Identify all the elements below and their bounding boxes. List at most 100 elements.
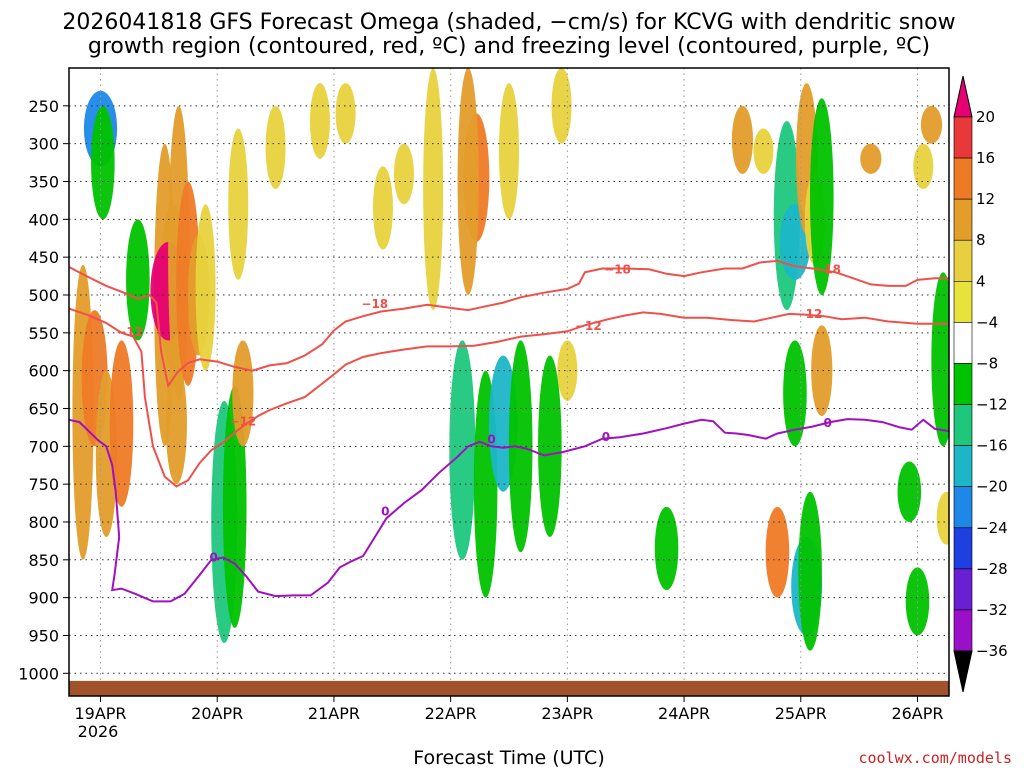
colorbar-label: −28 xyxy=(976,560,1008,578)
contour-label--12: −12 xyxy=(796,307,823,321)
colorbar-label: 20 xyxy=(976,108,995,126)
y-tick-label: 350 xyxy=(28,172,59,191)
y-axis-pressure: 250 300 350 400 450 500 550 600 650 700 750 800 850 9… xyxy=(18,97,69,683)
omega-cell xyxy=(499,83,519,220)
x-axis-title: Forecast Time (UTC) xyxy=(413,747,604,768)
contour-label--18: −18 xyxy=(814,262,841,276)
x-tick-label: 19APR xyxy=(74,704,126,723)
y-tick-label: 550 xyxy=(28,324,59,343)
colorbar-label: −4 xyxy=(976,313,998,331)
contour--12 xyxy=(69,307,949,488)
y-tick-label: 750 xyxy=(28,475,59,494)
colorbar-swatch xyxy=(953,116,973,159)
credit-text: coolwx.com/models xyxy=(858,749,1012,767)
colorbar-swatch xyxy=(953,239,973,282)
colorbar-label: −12 xyxy=(976,396,1008,414)
chart-title-line-2: growth region (contoured, red, ºC) and f… xyxy=(88,34,930,59)
colorbar-min-arrow xyxy=(953,650,973,693)
colorbar-swatch xyxy=(953,157,973,200)
omega-cell xyxy=(126,219,150,341)
colorbar-swatch xyxy=(953,281,973,323)
omega-cell xyxy=(91,105,115,220)
omega-cell xyxy=(228,128,249,280)
omega-cell xyxy=(423,68,444,311)
chart-title-line-1: 2026041818 GFS Forecast Omega (shaded, −… xyxy=(62,10,955,35)
x-tick-label: 25APR xyxy=(775,704,827,723)
x-tick-label: 24APR xyxy=(658,704,710,723)
omega-cell xyxy=(731,105,754,174)
x-tick-label: 23APR xyxy=(541,704,593,723)
colorbar-max-arrow xyxy=(953,75,973,118)
colorbar-label: 8 xyxy=(976,231,986,249)
omega-cell xyxy=(753,128,774,174)
x-tick-label: 21APR xyxy=(308,704,360,723)
ground-surface xyxy=(69,680,949,696)
omega-cell xyxy=(309,83,330,159)
colorbar-label: −36 xyxy=(976,642,1008,660)
omega-cell xyxy=(265,105,286,190)
colorbar-label: −24 xyxy=(976,519,1008,537)
y-tick-label: 950 xyxy=(28,626,59,645)
colorbar-swatch xyxy=(953,609,973,652)
omega-cell xyxy=(809,98,834,295)
omega-cell xyxy=(393,143,414,205)
y-tick-label: 300 xyxy=(28,135,59,154)
colorbar: 20 16 12 8 4 −4 −8 −12 −16 −20 −24 −28 −32 −36 xyxy=(953,75,1008,693)
omega-cell xyxy=(913,143,934,190)
colorbar-swatch xyxy=(953,486,973,529)
y-tick-label: 600 xyxy=(28,362,59,381)
contour-label-0: 0 xyxy=(210,551,218,565)
plot-area: −18 −18 −18 −12 −12 −12 −12 0 0 0 0 0 xyxy=(69,68,949,696)
contour-label--12: −12 xyxy=(230,414,257,428)
omega-cell xyxy=(109,340,134,507)
x-tick-label: 20APR xyxy=(191,704,243,723)
colorbar-swatch xyxy=(953,527,973,570)
omega-cell xyxy=(165,363,187,485)
x-tick-label: 26APR xyxy=(891,704,943,723)
contour--18 xyxy=(69,259,949,389)
omega-cell xyxy=(335,83,356,144)
y-tick-label: 850 xyxy=(28,551,59,570)
omega-cell xyxy=(897,461,922,522)
x-tick-label: 22APR xyxy=(425,704,477,723)
colorbar-swatch xyxy=(953,404,973,446)
y-tick-label: 1000 xyxy=(18,664,59,683)
omega-cell xyxy=(195,204,216,371)
omega-cell xyxy=(765,506,790,598)
contour-label-0: 0 xyxy=(381,504,389,518)
contour-label-0: 0 xyxy=(602,430,610,444)
omega-cell xyxy=(798,491,822,651)
contour-label-0: 0 xyxy=(823,416,831,430)
contour-label--12: −12 xyxy=(116,325,143,339)
colorbar-label: 12 xyxy=(976,190,995,208)
omega-cell xyxy=(920,105,943,144)
colorbar-label: −16 xyxy=(976,437,1008,455)
contour-label--18: −18 xyxy=(604,262,631,276)
y-tick-label: 650 xyxy=(28,399,59,418)
plot-frame xyxy=(68,67,950,697)
y-tick-label: 700 xyxy=(28,437,59,456)
x-axis-time: 19APR 20APR 21APR 22APR 23APR 24APR 25APR 26APR xyxy=(74,696,944,723)
y-tick-label: 900 xyxy=(28,589,59,608)
omega-cell xyxy=(232,340,254,447)
contour-label--18: −18 xyxy=(361,297,388,311)
omega-cell xyxy=(449,340,476,560)
omega-cell xyxy=(783,340,807,447)
colorbar-swatch xyxy=(953,568,973,611)
y-tick-label: 400 xyxy=(28,210,59,229)
omega-cell xyxy=(931,272,949,447)
omega-cell xyxy=(860,143,882,174)
omega-cell xyxy=(372,166,393,250)
colorbar-label: −20 xyxy=(976,478,1008,496)
omega-cell xyxy=(905,567,930,636)
omega-cell xyxy=(538,355,562,538)
colorbar-label: 4 xyxy=(976,272,986,290)
y-tick-label: 450 xyxy=(28,248,59,267)
contour-label--12: −12 xyxy=(575,319,602,333)
omega-cell xyxy=(457,68,479,295)
colorbar-swatch xyxy=(953,363,973,405)
omega-cell xyxy=(811,325,833,417)
colorbar-swatch xyxy=(953,322,973,364)
colorbar-swatch xyxy=(953,445,973,487)
